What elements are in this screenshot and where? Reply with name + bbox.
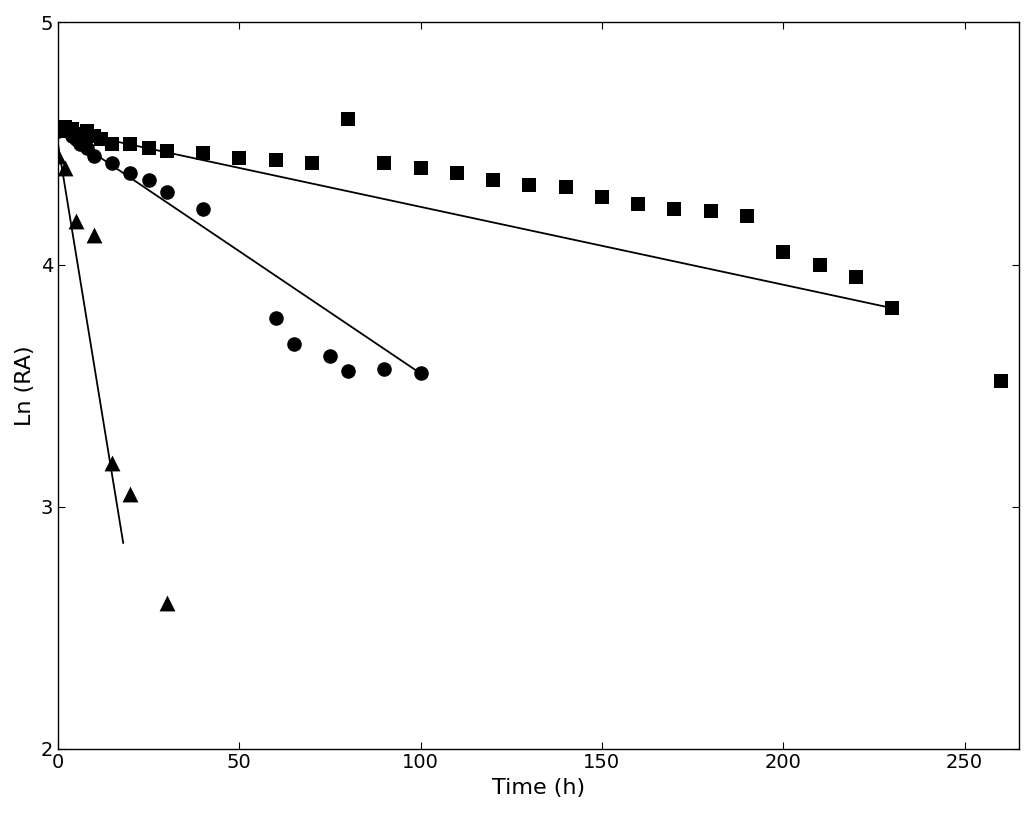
- Point: [104, 456, 121, 469]
- Point: [413, 161, 429, 174]
- Point: [71, 137, 88, 150]
- Point: [993, 374, 1009, 387]
- Point: [194, 146, 211, 159]
- Point: [104, 137, 121, 150]
- Point: [485, 173, 501, 186]
- Point: [666, 202, 682, 215]
- Point: [376, 362, 393, 375]
- Point: [122, 137, 139, 150]
- Point: [413, 367, 429, 380]
- Point: [93, 133, 110, 146]
- Point: [57, 161, 73, 174]
- Point: [122, 488, 139, 501]
- Point: [340, 364, 357, 377]
- Point: [322, 350, 338, 363]
- Point: [557, 180, 574, 193]
- Point: [158, 185, 175, 198]
- Point: [68, 215, 85, 228]
- Point: [630, 198, 646, 211]
- Point: [64, 130, 81, 143]
- Point: [376, 156, 393, 169]
- Point: [71, 128, 88, 141]
- Point: [122, 166, 139, 179]
- Point: [64, 123, 81, 136]
- Point: [86, 149, 102, 162]
- Point: [340, 113, 357, 126]
- Point: [57, 120, 73, 133]
- Point: [848, 270, 864, 283]
- X-axis label: Time (h): Time (h): [492, 778, 585, 798]
- Point: [141, 141, 157, 154]
- Point: [79, 141, 95, 154]
- Point: [141, 173, 157, 186]
- Point: [884, 302, 901, 315]
- Point: [267, 154, 283, 167]
- Point: [104, 156, 121, 169]
- Point: [86, 130, 102, 143]
- Point: [57, 123, 73, 136]
- Point: [50, 125, 66, 138]
- Point: [449, 166, 465, 179]
- Point: [79, 125, 95, 138]
- Point: [285, 338, 302, 351]
- Point: [702, 205, 719, 218]
- Point: [594, 190, 610, 203]
- Point: [812, 258, 828, 271]
- Point: [267, 311, 283, 324]
- Point: [61, 125, 78, 138]
- Point: [158, 144, 175, 157]
- Point: [86, 229, 102, 242]
- Point: [68, 133, 85, 146]
- Point: [54, 120, 70, 133]
- Point: [50, 125, 66, 138]
- Point: [738, 210, 755, 223]
- Y-axis label: Ln (RA): Ln (RA): [16, 346, 35, 426]
- Point: [776, 246, 792, 259]
- Point: [231, 151, 247, 164]
- Point: [304, 156, 321, 169]
- Point: [521, 178, 538, 191]
- Point: [194, 202, 211, 215]
- Point: [158, 597, 175, 610]
- Point: [50, 149, 66, 162]
